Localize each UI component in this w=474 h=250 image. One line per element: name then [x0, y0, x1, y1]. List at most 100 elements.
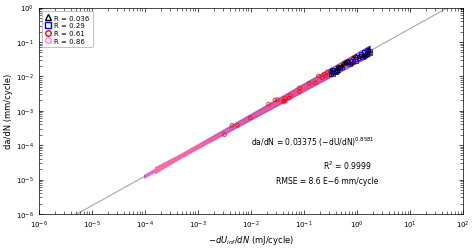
- Point: [346, 61, 354, 65]
- Point: [228, 124, 236, 128]
- Point: [361, 55, 368, 59]
- Point: [356, 55, 364, 59]
- Point: [327, 70, 334, 73]
- Point: [352, 56, 360, 60]
- Point: [339, 65, 346, 69]
- X-axis label: $-dU_{inf}/dN$ (mJ/cycle): $-dU_{inf}/dN$ (mJ/cycle): [208, 233, 294, 246]
- Point: [363, 53, 371, 57]
- Point: [336, 67, 344, 71]
- Point: [360, 51, 368, 55]
- Point: [344, 62, 351, 66]
- Point: [345, 61, 352, 65]
- Point: [280, 99, 288, 103]
- Point: [342, 62, 349, 66]
- Point: [359, 52, 366, 56]
- Point: [327, 73, 335, 77]
- Point: [355, 56, 362, 60]
- Point: [322, 74, 330, 78]
- Point: [359, 55, 367, 59]
- Point: [319, 76, 326, 80]
- Point: [327, 74, 335, 78]
- Point: [353, 55, 360, 59]
- Point: [328, 68, 336, 72]
- Point: [334, 65, 341, 69]
- Point: [354, 58, 361, 62]
- Point: [282, 100, 289, 103]
- Point: [364, 52, 371, 56]
- Point: [361, 54, 369, 58]
- Point: [366, 51, 374, 55]
- Point: [286, 94, 294, 98]
- Point: [362, 54, 369, 58]
- Point: [339, 64, 346, 68]
- Point: [362, 54, 369, 58]
- Point: [357, 52, 365, 56]
- Point: [343, 61, 350, 65]
- Point: [221, 133, 228, 137]
- Point: [362, 53, 369, 57]
- Point: [365, 49, 373, 53]
- Point: [333, 67, 341, 71]
- Point: [342, 61, 349, 65]
- Point: [349, 59, 357, 63]
- Point: [330, 71, 337, 75]
- Point: [295, 90, 303, 94]
- Point: [334, 66, 342, 70]
- Point: [342, 62, 350, 66]
- Point: [265, 103, 273, 107]
- Point: [359, 53, 367, 57]
- Point: [358, 55, 365, 59]
- Point: [365, 48, 373, 52]
- Point: [332, 71, 339, 75]
- Point: [332, 68, 340, 72]
- Point: [350, 60, 357, 64]
- Point: [320, 73, 328, 77]
- Point: [364, 51, 371, 55]
- Point: [338, 64, 346, 68]
- Point: [348, 60, 356, 64]
- Point: [355, 56, 362, 60]
- Point: [345, 61, 352, 65]
- Point: [339, 64, 346, 68]
- Point: [340, 62, 347, 66]
- Point: [364, 48, 372, 52]
- Point: [355, 55, 363, 59]
- Point: [311, 81, 319, 85]
- Point: [246, 116, 254, 120]
- Text: da/dN = 0.03375 ($-$dU/dN)$^{0.8581}$: da/dN = 0.03375 ($-$dU/dN)$^{0.8581}$: [251, 136, 374, 149]
- Point: [333, 70, 340, 74]
- Point: [324, 70, 331, 74]
- Point: [350, 60, 358, 64]
- Point: [357, 54, 365, 58]
- Point: [349, 56, 357, 60]
- Point: [342, 60, 349, 64]
- Point: [337, 65, 344, 69]
- Point: [332, 70, 340, 74]
- Point: [349, 59, 357, 63]
- Point: [273, 98, 281, 102]
- Point: [346, 63, 354, 67]
- Point: [335, 70, 342, 74]
- Point: [359, 56, 366, 60]
- Point: [353, 60, 360, 64]
- Point: [285, 97, 293, 101]
- Point: [346, 61, 354, 65]
- Point: [296, 86, 303, 90]
- Point: [357, 54, 365, 58]
- Point: [338, 66, 346, 70]
- Point: [366, 52, 374, 56]
- Point: [360, 50, 367, 54]
- Text: RMSE = 8.6 E−6 mm/cycle: RMSE = 8.6 E−6 mm/cycle: [276, 177, 379, 186]
- Legend: R = 0.036, R = 0.29, R = 0.61, R = 0.86: R = 0.036, R = 0.29, R = 0.61, R = 0.86: [42, 12, 93, 48]
- Point: [362, 54, 369, 58]
- Point: [338, 66, 346, 70]
- Point: [271, 98, 279, 102]
- Point: [329, 69, 337, 73]
- Point: [315, 74, 322, 78]
- Point: [361, 51, 368, 55]
- Point: [345, 60, 352, 64]
- Point: [234, 124, 241, 128]
- Point: [355, 56, 362, 60]
- Point: [351, 58, 359, 62]
- Point: [280, 101, 287, 105]
